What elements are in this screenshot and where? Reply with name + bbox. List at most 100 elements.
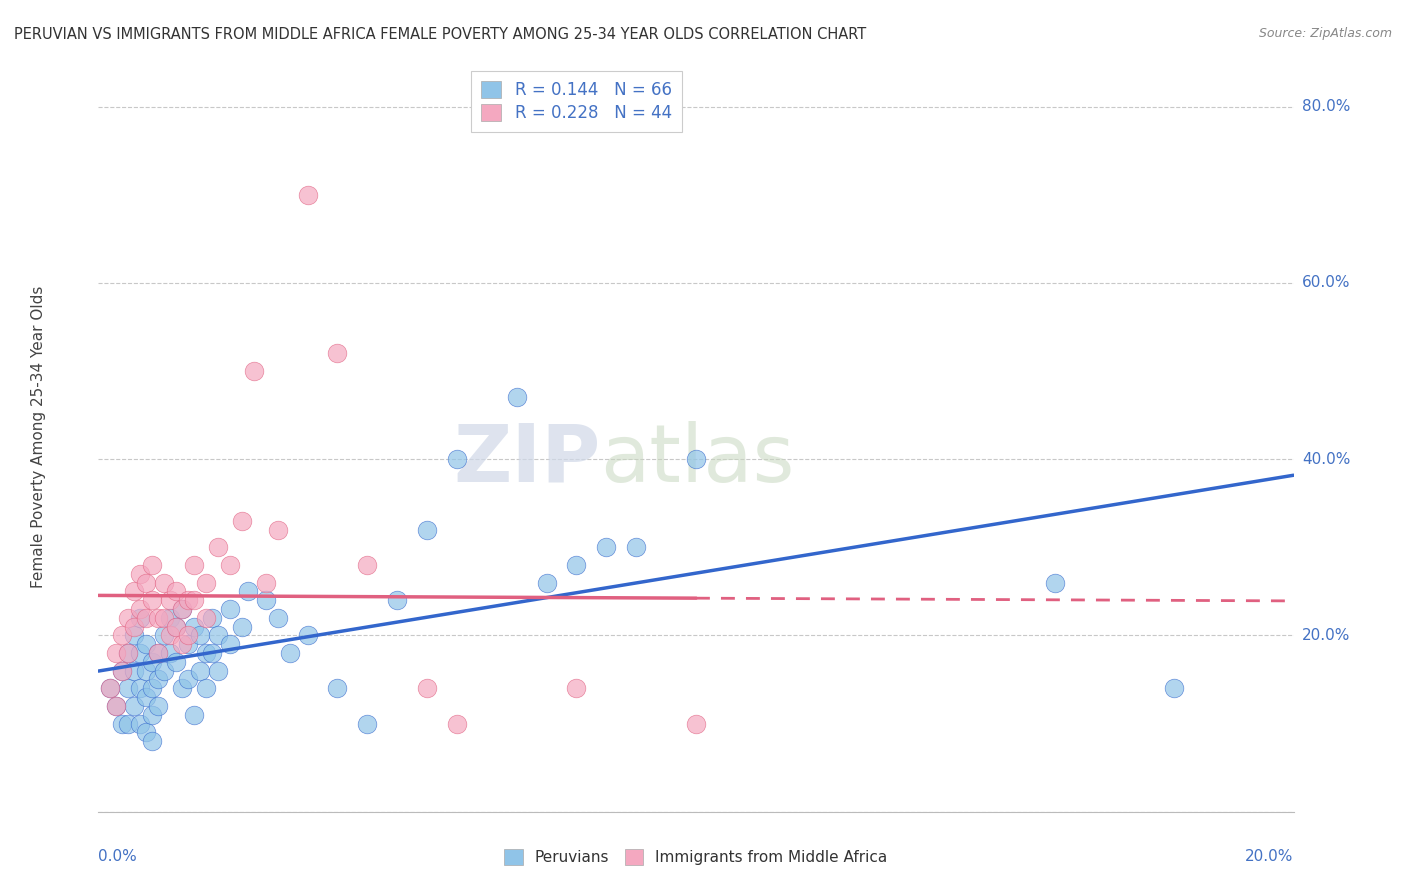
Point (117, 716, 139, 731)
Point (326, 681, 349, 696)
Point (153, 628, 176, 642)
Point (446, 716, 468, 731)
Point (129, 716, 152, 731)
Point (141, 707, 163, 722)
Point (195, 646, 218, 660)
Point (105, 646, 128, 660)
Point (111, 664, 134, 678)
Point (506, 391, 529, 405)
Point (135, 575, 157, 590)
Point (356, 558, 378, 572)
Point (326, 346, 349, 360)
Point (207, 541, 229, 555)
Point (111, 628, 134, 642)
Point (219, 558, 242, 572)
Text: 60.0%: 60.0% (1302, 276, 1350, 290)
Point (685, 716, 707, 731)
Point (124, 584, 146, 599)
Point (536, 575, 558, 590)
Point (207, 664, 229, 678)
Point (177, 628, 200, 642)
Point (236, 584, 259, 599)
Point (165, 619, 187, 633)
Text: 80.0%: 80.0% (1302, 99, 1350, 114)
Point (177, 593, 200, 607)
Point (148, 611, 170, 625)
Point (172, 637, 194, 651)
Point (148, 646, 170, 660)
Point (385, 593, 409, 607)
Point (135, 611, 157, 625)
Point (172, 602, 194, 616)
Point (183, 593, 205, 607)
Point (135, 637, 157, 651)
Text: 20.0%: 20.0% (1246, 849, 1294, 864)
Point (117, 646, 139, 660)
Point (626, 541, 648, 555)
Point (165, 619, 187, 633)
Point (141, 681, 163, 696)
Point (148, 698, 170, 713)
Point (153, 611, 176, 625)
Point (685, 452, 707, 467)
Point (148, 646, 170, 660)
Point (124, 664, 146, 678)
Point (148, 673, 170, 687)
Point (141, 593, 163, 607)
Point (183, 558, 205, 572)
Point (356, 716, 378, 731)
Text: Female Poverty Among 25-34 Year Olds: Female Poverty Among 25-34 Year Olds (31, 286, 46, 588)
Point (231, 619, 253, 633)
Point (172, 681, 194, 696)
Point (172, 602, 194, 616)
Point (297, 628, 319, 642)
Point (124, 698, 146, 713)
Point (111, 664, 134, 678)
Text: PERUVIAN VS IMMIGRANTS FROM MIDDLE AFRICA FEMALE POVERTY AMONG 25-34 YEAR OLDS C: PERUVIAN VS IMMIGRANTS FROM MIDDLE AFRIC… (14, 27, 866, 42)
Point (159, 646, 181, 660)
Point (135, 690, 157, 705)
Point (159, 628, 181, 642)
Point (254, 593, 277, 607)
Point (98, 681, 122, 696)
Point (124, 619, 146, 633)
Point (183, 619, 205, 633)
Text: 0.0%: 0.0% (98, 849, 138, 864)
Point (129, 611, 152, 625)
Point (278, 646, 301, 660)
Point (159, 593, 181, 607)
Point (188, 628, 211, 642)
Point (1043, 575, 1066, 590)
Point (117, 646, 139, 660)
Point (297, 187, 319, 202)
Point (267, 611, 290, 625)
Point (177, 637, 200, 651)
Point (201, 646, 224, 660)
Point (135, 664, 157, 678)
Point (129, 681, 152, 696)
Point (201, 611, 224, 625)
Point (111, 716, 134, 731)
Point (135, 725, 157, 739)
Text: 40.0%: 40.0% (1302, 451, 1350, 467)
Point (231, 514, 253, 528)
Point (188, 664, 211, 678)
Text: atlas: atlas (600, 420, 794, 499)
Point (565, 681, 588, 696)
Point (416, 681, 439, 696)
Point (165, 655, 187, 669)
Text: 20.0%: 20.0% (1302, 628, 1350, 643)
Text: ZIP: ZIP (453, 420, 600, 499)
Point (117, 611, 139, 625)
Point (141, 734, 163, 748)
Point (141, 558, 163, 572)
Point (129, 566, 152, 581)
Point (98, 681, 122, 696)
Point (267, 523, 290, 537)
Point (243, 364, 266, 378)
Point (159, 611, 181, 625)
Point (153, 664, 176, 678)
Point (105, 698, 128, 713)
Point (207, 628, 229, 642)
Point (165, 584, 187, 599)
